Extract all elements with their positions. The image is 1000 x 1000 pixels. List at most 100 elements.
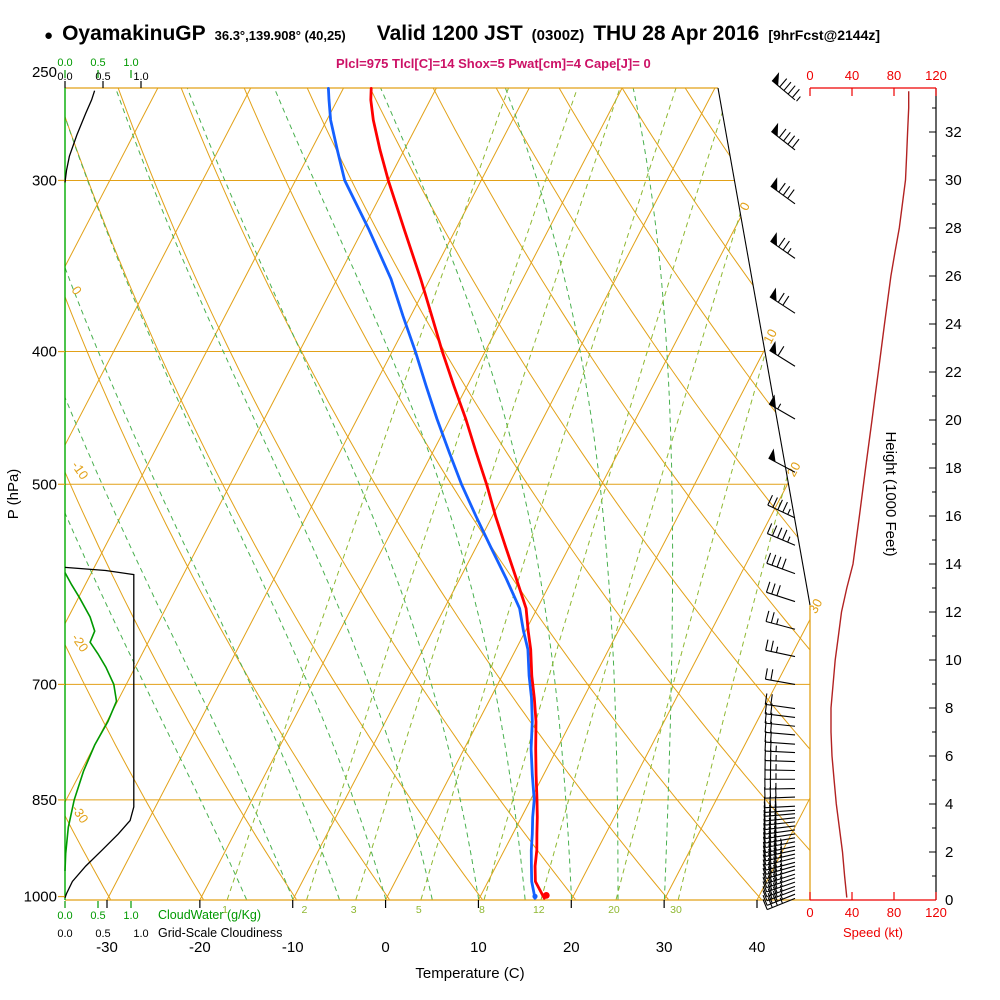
svg-text:0: 0 bbox=[736, 200, 753, 213]
svg-text:10: 10 bbox=[760, 326, 780, 346]
pressure-axis-title: P (hPa) bbox=[5, 469, 22, 520]
moist-adiabats bbox=[65, 88, 674, 900]
svg-text:400: 400 bbox=[32, 344, 57, 361]
wind-barbs bbox=[762, 72, 801, 911]
station-bullet-icon: ● bbox=[44, 27, 54, 44]
svg-text:-20: -20 bbox=[189, 939, 211, 956]
svg-text:-20: -20 bbox=[69, 631, 92, 655]
svg-text:10: 10 bbox=[945, 652, 962, 669]
svg-text:10: 10 bbox=[470, 939, 487, 956]
svg-text:1.0: 1.0 bbox=[123, 910, 138, 922]
svg-text:3: 3 bbox=[351, 904, 357, 916]
svg-text:0: 0 bbox=[381, 939, 389, 956]
svg-text:14: 14 bbox=[945, 556, 962, 573]
wind-speed-curve bbox=[830, 91, 910, 898]
svg-text:30: 30 bbox=[805, 596, 825, 616]
height-axis-title: Height (1000 Feet) bbox=[882, 431, 899, 556]
cloudiness-profile bbox=[64, 90, 135, 899]
svg-text:40: 40 bbox=[845, 905, 859, 920]
svg-text:2: 2 bbox=[302, 904, 308, 916]
svg-text:0: 0 bbox=[945, 892, 953, 909]
svg-text:120: 120 bbox=[925, 905, 947, 920]
svg-text:5: 5 bbox=[416, 904, 422, 916]
temperature-curve bbox=[369, 87, 550, 900]
svg-text:0.5: 0.5 bbox=[95, 928, 110, 940]
svg-text:20: 20 bbox=[608, 904, 620, 916]
speed-axis: 0 0 40 40 80 80 120 120 Speed (kt) bbox=[806, 68, 946, 940]
svg-text:20: 20 bbox=[945, 412, 962, 429]
svg-text:18: 18 bbox=[945, 460, 962, 477]
temperature-axis: -30 -20 -10 0 10 20 30 40 bbox=[96, 900, 765, 956]
skewt-grid bbox=[65, 88, 810, 900]
svg-text:12: 12 bbox=[533, 904, 545, 916]
valid-date: THU 28 Apr 2016 bbox=[593, 22, 760, 45]
svg-text:0.0: 0.0 bbox=[57, 57, 72, 69]
svg-text:-10: -10 bbox=[69, 458, 92, 482]
mixing-ratio-lines bbox=[226, 88, 810, 900]
pressure-axis: 250 300 400 500 700 850 1000 bbox=[24, 64, 65, 906]
svg-text:40: 40 bbox=[749, 939, 766, 956]
svg-text:30: 30 bbox=[670, 904, 682, 916]
svg-text:0: 0 bbox=[806, 68, 813, 83]
stability-indices: Plcl=975 Tlcl[C]=14 Shox=5 Pwat[cm]=4 Ca… bbox=[336, 56, 651, 71]
svg-text:0: 0 bbox=[806, 905, 813, 920]
dewpoint-curve bbox=[327, 87, 538, 900]
svg-text:1.0: 1.0 bbox=[133, 928, 148, 940]
svg-text:8: 8 bbox=[479, 904, 485, 916]
svg-text:0.5: 0.5 bbox=[90, 57, 105, 69]
svg-text:Temperature (C): Temperature (C) bbox=[415, 965, 524, 982]
svg-text:120: 120 bbox=[925, 68, 947, 83]
svg-text:1000: 1000 bbox=[24, 889, 57, 906]
cloud-scales: 0.0 0.0 0.0 0.0 0.5 0.5 0.5 0.5 1.0 1.0 1.0 1.0 Clou… bbox=[57, 57, 282, 940]
svg-text:-10: -10 bbox=[282, 939, 304, 956]
svg-text:32: 32 bbox=[945, 124, 962, 141]
svg-text:0: 0 bbox=[69, 283, 85, 298]
svg-text:CloudWater (g/Kg): CloudWater (g/Kg) bbox=[158, 908, 261, 922]
svg-text:4: 4 bbox=[945, 796, 953, 813]
title-bar: ● OyamakinuGP 36.3°,139.908° (40,25) Val… bbox=[44, 22, 880, 46]
svg-text:30: 30 bbox=[945, 172, 962, 189]
mixing-ratio-labels: 1 2 3 5 8 12 20 30 bbox=[222, 904, 682, 916]
svg-text:80: 80 bbox=[887, 905, 901, 920]
svg-text:12: 12 bbox=[945, 604, 962, 621]
svg-text:1.0: 1.0 bbox=[133, 71, 148, 83]
svg-text:850: 850 bbox=[32, 792, 57, 809]
svg-text:16: 16 bbox=[945, 508, 962, 525]
station-name: OyamakinuGP bbox=[62, 22, 206, 45]
svg-text:Height (1000 Feet): Height (1000 Feet) bbox=[882, 431, 899, 556]
svg-text:300: 300 bbox=[32, 172, 57, 189]
svg-text:0.0: 0.0 bbox=[57, 71, 72, 83]
svg-text:2: 2 bbox=[945, 844, 953, 861]
svg-text:0.5: 0.5 bbox=[95, 71, 110, 83]
svg-text:0.0: 0.0 bbox=[57, 910, 72, 922]
svg-text:-30: -30 bbox=[96, 939, 118, 956]
svg-text:0.0: 0.0 bbox=[57, 928, 72, 940]
wind-speed-profile bbox=[830, 91, 910, 898]
valid-time-utc: (0300Z) bbox=[531, 27, 585, 44]
svg-text:80: 80 bbox=[887, 68, 901, 83]
svg-text:-30: -30 bbox=[69, 802, 92, 826]
svg-text:P (hPa): P (hPa) bbox=[5, 469, 22, 520]
svg-text:6: 6 bbox=[945, 748, 953, 765]
svg-text:500: 500 bbox=[32, 476, 57, 493]
temperature-axis-title: Temperature (C) bbox=[415, 965, 524, 982]
svg-text:22: 22 bbox=[945, 364, 962, 381]
svg-text:30: 30 bbox=[656, 939, 673, 956]
svg-text:26: 26 bbox=[945, 268, 962, 285]
forecast-tag: [9hrFcst@2144z] bbox=[768, 27, 881, 43]
svg-text:0.5: 0.5 bbox=[90, 910, 105, 922]
svg-text:700: 700 bbox=[32, 676, 57, 693]
svg-text:24: 24 bbox=[945, 316, 962, 333]
valid-time: Valid 1200 JST bbox=[376, 22, 523, 45]
svg-text:8: 8 bbox=[945, 700, 953, 717]
svg-text:250: 250 bbox=[32, 64, 57, 81]
svg-text:28: 28 bbox=[945, 220, 962, 237]
svg-text:40: 40 bbox=[845, 68, 859, 83]
svg-text:20: 20 bbox=[563, 939, 580, 956]
svg-text:Speed (kt): Speed (kt) bbox=[843, 925, 903, 940]
station-coords: 36.3°,139.908° (40,25) bbox=[214, 28, 346, 43]
grid-line-labels: 0 -10 -20 -30 0 10 20 30 bbox=[69, 200, 826, 826]
